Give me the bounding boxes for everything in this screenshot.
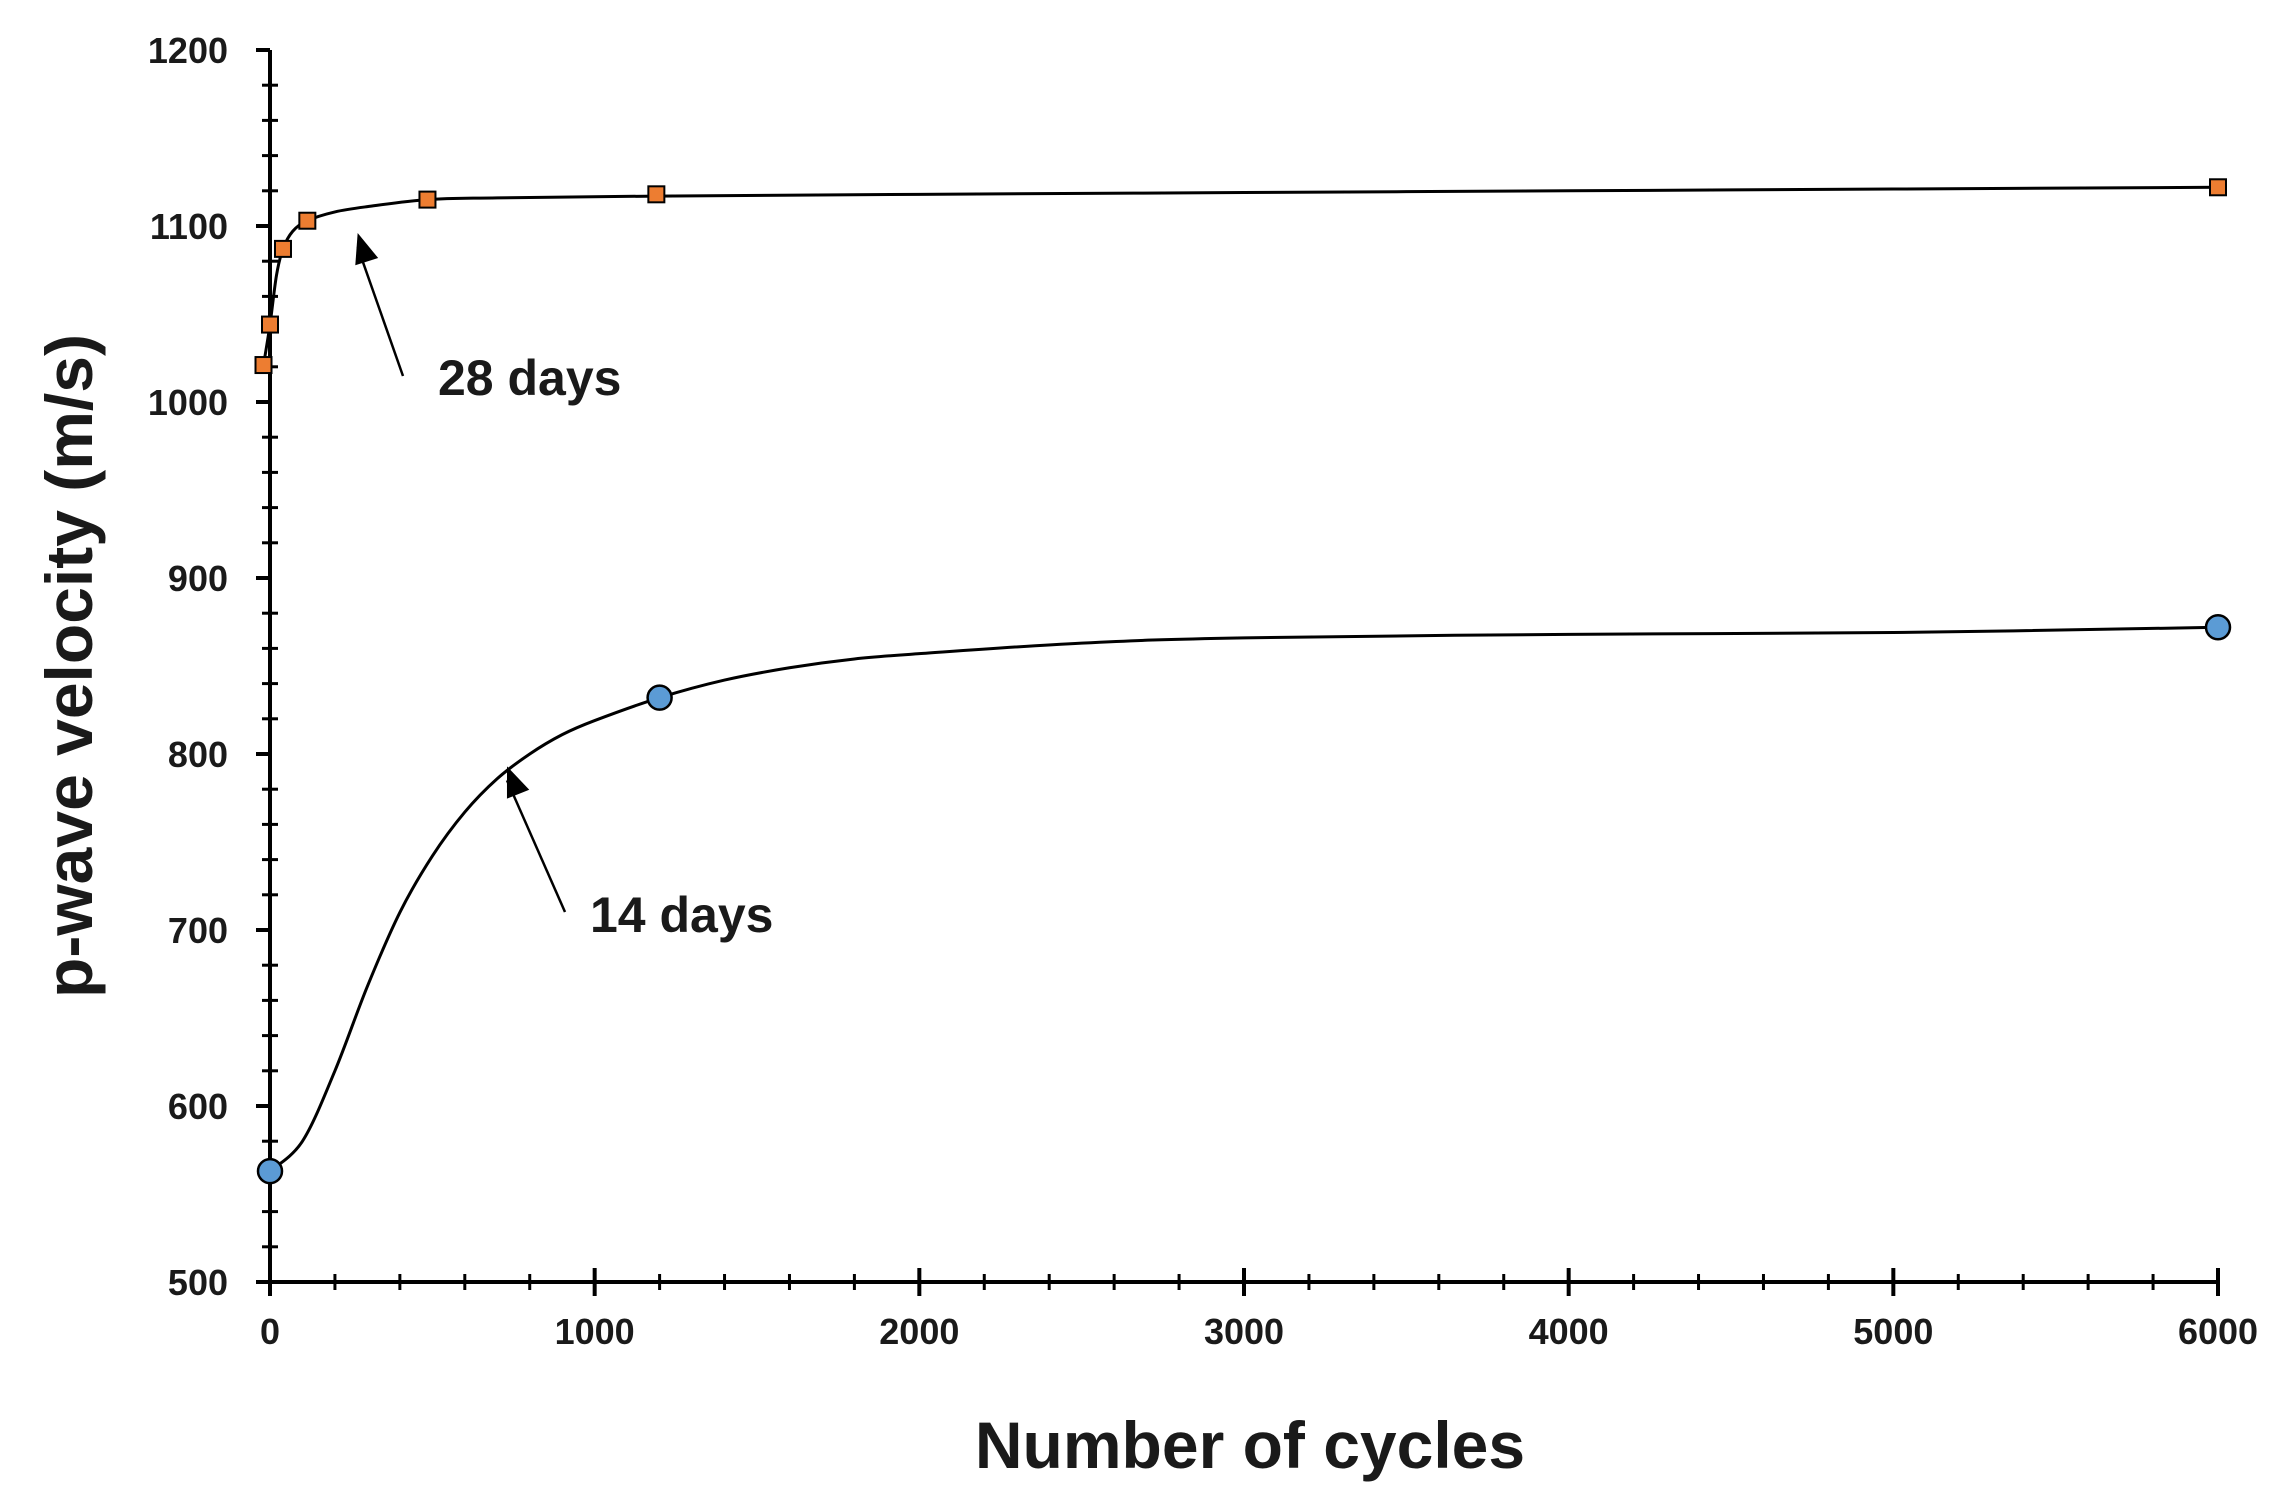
tick-labels: 500 600 700 800 900 1000 1100 1200 0 1000 2000 3000… xyxy=(148,30,2258,1352)
annotation-label: 14 days xyxy=(590,887,773,943)
point-14-days xyxy=(2204,614,2232,641)
annotation-arrow xyxy=(356,246,405,377)
annotations: 28 days 14 days xyxy=(355,233,773,943)
point-28-days xyxy=(298,211,317,230)
x-tick-label: 3000 xyxy=(1204,1311,1284,1352)
annotation-arrowhead xyxy=(506,766,530,799)
annotation-arrow xyxy=(505,779,567,913)
x-tick-label: 1000 xyxy=(555,1311,635,1352)
ticks xyxy=(256,48,2220,1296)
data-points xyxy=(254,178,2232,1185)
point-28-days xyxy=(2209,178,2227,197)
point-28-days xyxy=(418,190,437,209)
series-line-14-days xyxy=(268,625,2219,1173)
annotation-label: 28 days xyxy=(438,350,621,406)
point-14-days xyxy=(646,684,673,711)
point-28-days xyxy=(273,239,292,258)
series-curves xyxy=(262,185,2219,1173)
point-28-days xyxy=(254,356,273,375)
y-tick-label: 1000 xyxy=(148,382,228,423)
y-axis-title: p-wave velocity (m/s) xyxy=(32,334,106,998)
y-tick-label: 700 xyxy=(168,910,228,951)
annotation-arrowhead xyxy=(355,233,379,266)
y-tick-label: 600 xyxy=(168,1086,228,1127)
x-tick-label: 5000 xyxy=(1853,1311,1933,1352)
x-tick-label: 0 xyxy=(260,1311,280,1352)
y-tick-label: 1100 xyxy=(150,206,228,247)
y-tick-label: 900 xyxy=(168,558,228,599)
y-tick-label: 500 xyxy=(168,1262,228,1303)
y-tick-label: 800 xyxy=(168,734,228,775)
x-axis-title: Number of cycles xyxy=(975,1408,1525,1482)
x-tick-label: 4000 xyxy=(1529,1311,1609,1352)
x-tick-label: 2000 xyxy=(879,1311,959,1352)
x-tick-label: 6000 xyxy=(2178,1311,2258,1352)
series-line-28-days xyxy=(262,185,2219,366)
point-28-days xyxy=(261,315,279,334)
point-28-days xyxy=(647,185,666,204)
y-tick-label: 1200 xyxy=(148,30,228,71)
point-14-days xyxy=(256,1157,284,1185)
